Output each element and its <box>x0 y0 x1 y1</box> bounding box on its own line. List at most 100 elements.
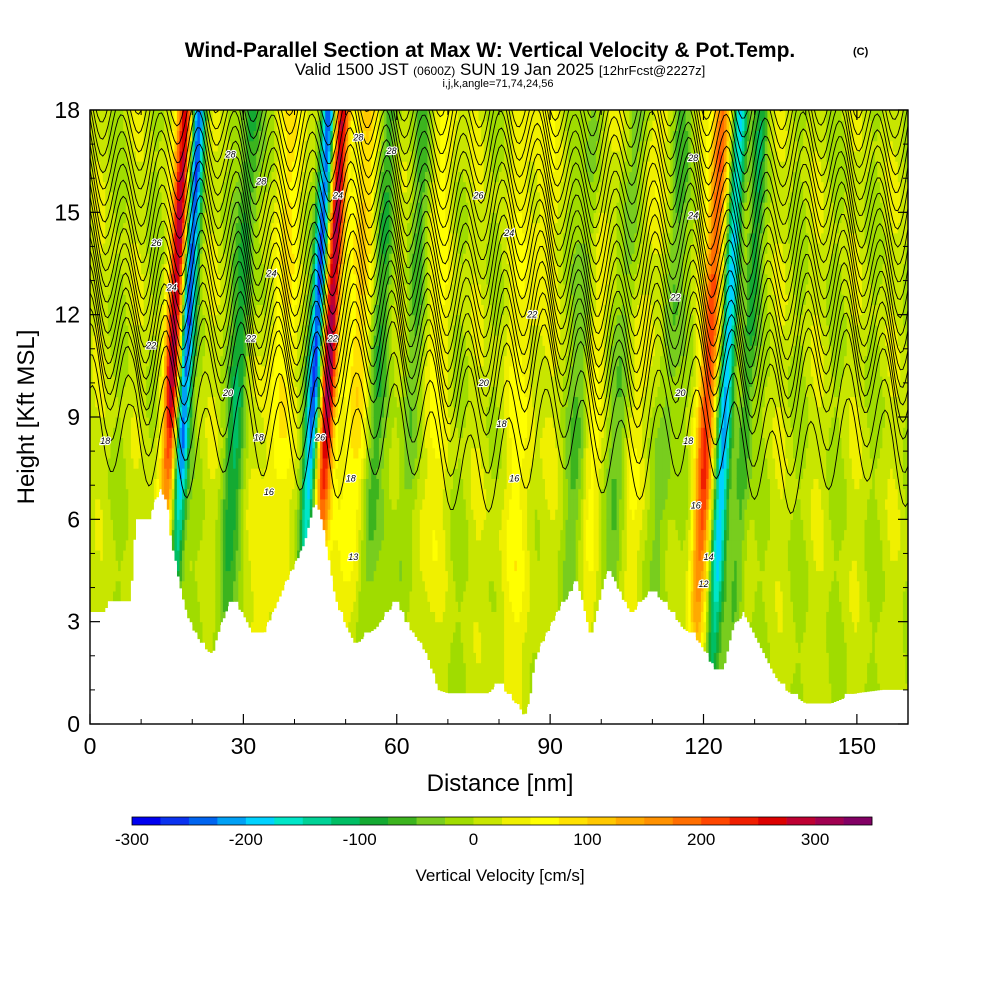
velocity-cell <box>171 539 175 551</box>
velocity-cell <box>141 253 145 265</box>
velocity-cell <box>164 396 168 408</box>
velocity-cell <box>125 406 129 418</box>
velocity-cell <box>102 427 106 438</box>
velocity-cell <box>141 171 145 183</box>
velocity-cell <box>176 417 181 428</box>
velocity-cell <box>107 181 112 193</box>
velocity-cell <box>174 488 178 500</box>
velocity-cell <box>113 191 117 203</box>
velocity-cell <box>169 365 173 377</box>
velocity-cell <box>128 406 132 418</box>
valid-date: SUN 19 Jan 2025 <box>460 60 594 79</box>
velocity-cell <box>100 406 104 418</box>
velocity-cell <box>138 427 142 438</box>
velocity-cell <box>156 171 160 183</box>
velocity-cell <box>125 550 129 561</box>
velocity-cell <box>141 202 145 213</box>
velocity-cell <box>159 365 163 377</box>
velocity-cell <box>130 519 135 531</box>
velocity-cell <box>113 140 117 152</box>
velocity-cell <box>102 570 106 582</box>
velocity-cell <box>166 253 170 265</box>
velocity-cell <box>92 171 96 183</box>
velocity-cell <box>125 335 129 346</box>
velocity-cell <box>102 314 106 326</box>
velocity-cell <box>133 202 137 213</box>
velocity-cell <box>141 427 145 438</box>
velocity-cell <box>100 591 104 602</box>
velocity-cell <box>153 284 158 295</box>
velocity-cell <box>128 591 132 602</box>
velocity-cell <box>95 591 99 602</box>
velocity-cell <box>113 150 117 162</box>
velocity-cell <box>97 222 101 234</box>
velocity-cell <box>143 335 147 346</box>
velocity-cell <box>148 386 152 398</box>
velocity-cell <box>174 140 178 152</box>
velocity-cell <box>110 376 114 387</box>
velocity-cell <box>95 437 99 449</box>
velocity-cell <box>113 171 117 183</box>
velocity-cell <box>120 345 124 357</box>
velocity-cell <box>113 243 117 254</box>
velocity-cell <box>164 140 168 152</box>
velocity-cell <box>128 130 132 142</box>
velocity-cell <box>125 468 129 479</box>
velocity-cell <box>110 304 114 316</box>
velocity-cell <box>105 345 109 357</box>
velocity-cell <box>146 324 150 336</box>
velocity-cell <box>171 273 175 285</box>
velocity-cell <box>161 324 165 336</box>
velocity-cell <box>125 498 129 510</box>
velocity-cell <box>102 406 106 418</box>
velocity-cell <box>102 202 106 213</box>
velocity-cell <box>130 457 135 469</box>
velocity-cell <box>105 324 109 336</box>
velocity-cell <box>125 376 129 387</box>
velocity-cell <box>90 232 94 244</box>
velocity-cell <box>133 478 137 490</box>
velocity-cell <box>120 232 124 244</box>
velocity-cell <box>110 529 114 541</box>
velocity-cell <box>146 232 150 244</box>
velocity-cell <box>107 324 112 336</box>
velocity-cell <box>164 181 168 193</box>
velocity-cell <box>95 478 99 490</box>
velocity-cell <box>136 202 140 213</box>
velocity-cell <box>90 580 94 592</box>
velocity-cell <box>166 150 170 162</box>
velocity-cell <box>90 509 94 520</box>
velocity-cell <box>128 324 132 336</box>
velocity-cell <box>166 457 170 469</box>
velocity-cell <box>166 324 170 336</box>
velocity-cell <box>171 437 175 449</box>
velocity-cell <box>143 345 147 357</box>
velocity-cell <box>125 171 129 183</box>
velocity-cell <box>102 120 106 131</box>
velocity-cell <box>123 591 127 602</box>
velocity-cell <box>156 120 160 131</box>
velocity-cell <box>102 457 106 469</box>
velocity-cell <box>169 457 173 469</box>
velocity-cell <box>169 130 173 142</box>
velocity-cell <box>100 468 104 479</box>
velocity-cell <box>107 304 112 316</box>
velocity-cell <box>105 181 109 193</box>
velocity-cell <box>130 406 135 418</box>
velocity-cell <box>130 355 135 367</box>
velocity-cell <box>113 437 117 449</box>
velocity-cell <box>166 447 170 459</box>
velocity-cell <box>171 488 175 500</box>
velocity-cell <box>105 150 109 162</box>
velocity-cell <box>90 140 94 152</box>
velocity-cell <box>138 488 142 500</box>
velocity-cell <box>161 437 165 449</box>
velocity-cell <box>156 181 160 193</box>
velocity-cell <box>107 519 112 531</box>
velocity-cell <box>138 222 142 234</box>
velocity-cell <box>100 232 104 244</box>
velocity-cell <box>143 386 147 398</box>
velocity-cell <box>136 150 140 162</box>
velocity-cell <box>136 488 140 500</box>
velocity-cell <box>156 345 160 357</box>
